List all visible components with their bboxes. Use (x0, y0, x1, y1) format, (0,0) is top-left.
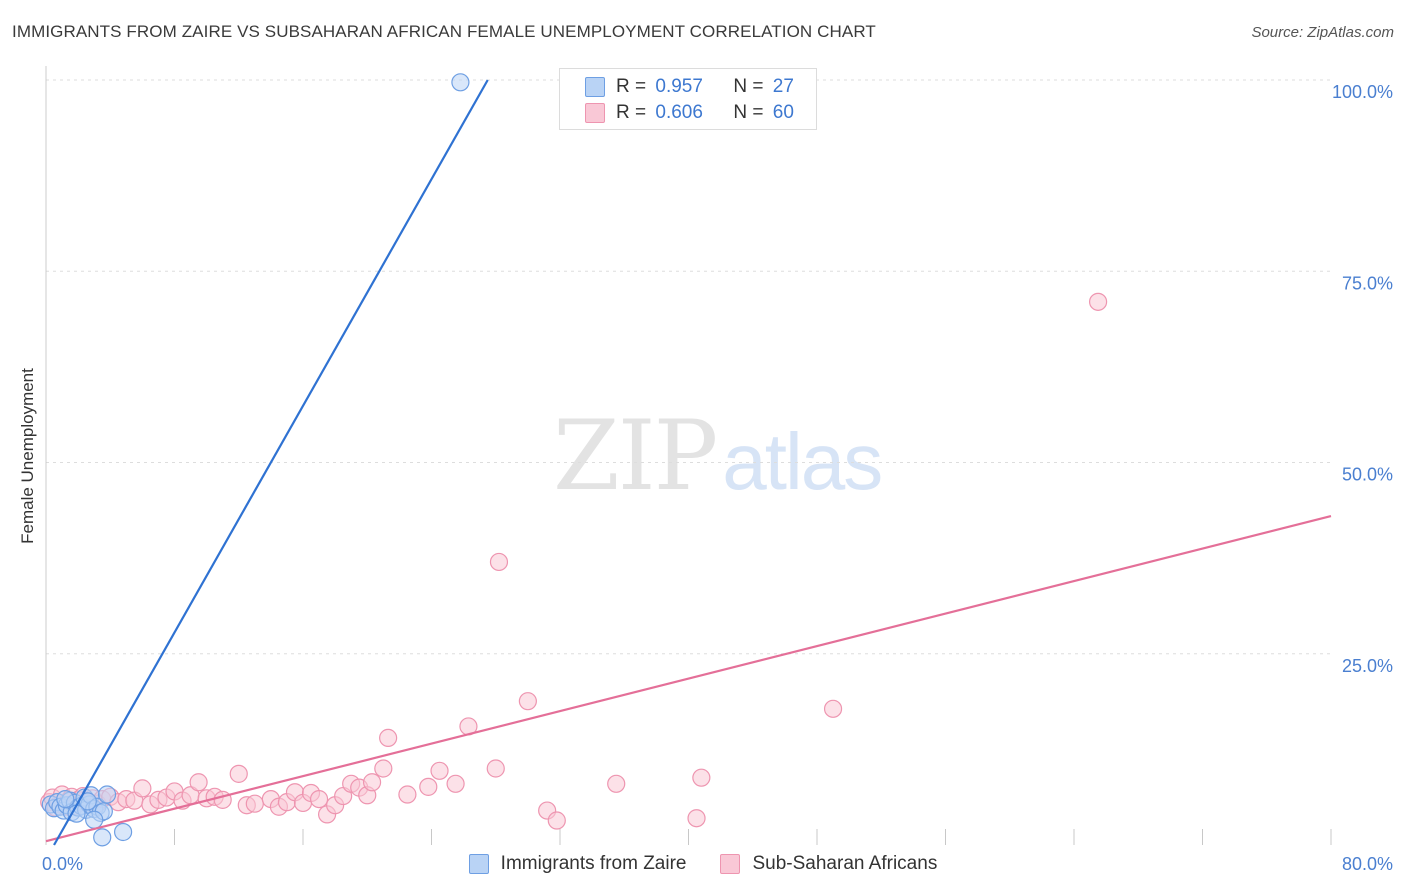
sub-saharan-trend-line (45, 514, 1332, 843)
sub-saharan-point (489, 552, 509, 572)
zaire-point (93, 828, 112, 847)
zaire-point (56, 789, 75, 809)
legend-r-label: R = (616, 76, 647, 97)
sub-saharan-point (687, 809, 706, 828)
legend-r-value: 0.957 (655, 76, 703, 97)
x-tick-label: 0.0% (42, 854, 83, 874)
sub-saharan-point (486, 759, 505, 778)
zaire-points (41, 73, 470, 847)
legend-n-value: 27 (772, 76, 794, 97)
legend-row-subsaharan: R = 0.606 N = 60 (560, 101, 794, 125)
y-tick-label: 50.0% (1342, 465, 1393, 485)
zaire-point (85, 810, 104, 829)
sub-saharan-point (398, 785, 417, 804)
zaire-trend-line (53, 79, 489, 846)
zaire-point (97, 785, 117, 804)
legend-r-value: 0.606 (655, 102, 703, 123)
sub-saharan-point (607, 774, 626, 793)
legend-n-value: 60 (772, 102, 794, 123)
legend-item-zaire[interactable]: Immigrants from Zaire (468, 853, 687, 875)
y-tick-label: 75.0% (1342, 273, 1393, 293)
correlation-legend: R = 0.957 N = 27 R = 0.606 N = 60 (559, 68, 817, 130)
sub-saharan-point (133, 779, 152, 798)
legend-item-subsaharan[interactable]: Sub-Saharan Africans (720, 853, 937, 875)
sub-saharan-point (379, 728, 398, 748)
legend-swatch-zaire (585, 77, 605, 97)
legend-r-label: R = (616, 102, 647, 123)
legend-n-label: N = (733, 76, 764, 97)
legend-row-zaire: R = 0.957 N = 27 (560, 75, 794, 99)
sub-saharan-point (374, 759, 393, 778)
sub-saharan-point (189, 773, 208, 792)
axis-layer (45, 66, 1332, 845)
legend-swatch-subsaharan (585, 103, 605, 123)
grid-layer (46, 79, 1331, 655)
sub-saharan-point (309, 789, 329, 809)
sub-saharan-point (430, 761, 449, 780)
sub-saharan-point (547, 811, 566, 830)
sub-saharan-point (692, 768, 711, 787)
legend-label-zaire: Immigrants from Zaire (500, 853, 687, 874)
chart-title: IMMIGRANTS FROM ZAIRE VS SUBSAHARAN AFRI… (12, 22, 876, 41)
sub-saharan-point (362, 773, 382, 792)
sub-saharan-point (518, 692, 537, 711)
y-tick-label: 100.0% (1332, 82, 1393, 102)
sub-saharan-point (229, 764, 248, 783)
zaire-point (113, 822, 133, 842)
series-legend: Immigrants from Zaire Sub-Saharan Africa… (0, 852, 1406, 876)
y-tick-label: 25.0% (1342, 656, 1393, 676)
legend-swatch-subsaharan (720, 854, 741, 874)
legend-n-label: N = (733, 102, 764, 123)
sub-saharan-point (245, 794, 264, 813)
sub-saharan-point (823, 699, 843, 718)
sub-saharan-points (40, 292, 1108, 830)
zaire-point (451, 73, 470, 92)
x-tick-label: 80.0% (1342, 854, 1393, 874)
source-credit: Source: ZipAtlas.com (1251, 24, 1394, 41)
trend-lines (45, 79, 1332, 846)
sub-saharan-point (419, 777, 438, 796)
tick-labels: 25.0% 50.0% 75.0% 100.0% 0.0% 80.0% (42, 82, 1393, 874)
legend-swatch-zaire (468, 854, 489, 874)
sub-saharan-point (1088, 292, 1108, 311)
sub-saharan-point (446, 774, 465, 793)
legend-label-subsaharan: Sub-Saharan Africans (752, 853, 938, 874)
